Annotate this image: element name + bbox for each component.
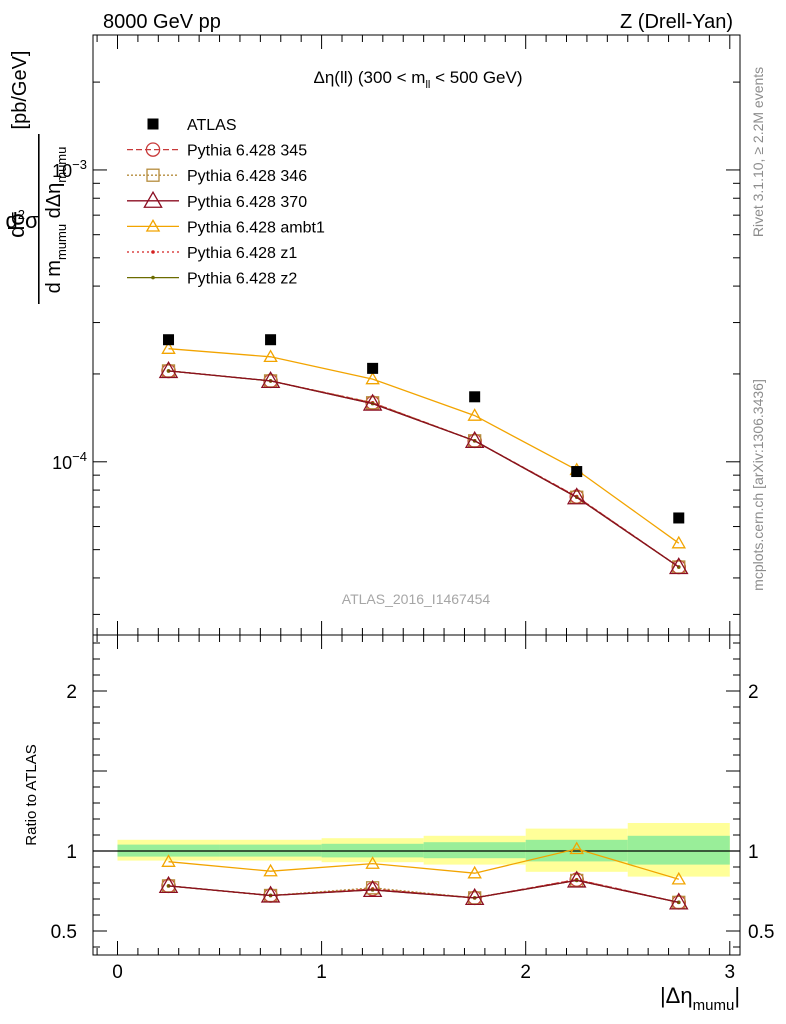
main-panel: 10−4 10−3 Δη(ll) (300 < mll < 500 GeV) AT… bbox=[4, 34, 774, 1014]
legend-label: Pythia 6.428 345 bbox=[187, 143, 307, 160]
series-3-ratio-line bbox=[168, 848, 679, 880]
ratio-y-tick-label-right: 0.5 bbox=[748, 922, 774, 943]
main-plot-title-text: Δη(ll) (300 < m bbox=[313, 68, 425, 87]
series-5-line bbox=[168, 370, 680, 568]
ratio-y-tick-label-left: 0.5 bbox=[51, 922, 77, 943]
series-2-ratio-point bbox=[362, 879, 383, 898]
legend-marker bbox=[145, 142, 161, 157]
x-tick-label: 2 bbox=[520, 962, 531, 983]
series-1-line bbox=[168, 370, 680, 568]
series-2-point bbox=[260, 370, 281, 389]
x-tick-label: 0 bbox=[112, 962, 123, 983]
legend-marker bbox=[147, 118, 159, 130]
series-2-point bbox=[464, 430, 485, 448]
rivet-version-label: Rivet 3.1.10, ≥ 2.2M events bbox=[750, 67, 766, 237]
header-channel-label: Z (Drell-Yan) bbox=[620, 11, 733, 33]
main-y-axis-label: d2σ d mmumu dΔηmumu dσ [pb/GeV] bbox=[4, 51, 69, 304]
series-1-ratio-line bbox=[168, 879, 679, 904]
legend-label: Pythia 6.428 370 bbox=[187, 194, 307, 211]
series-3-point bbox=[671, 535, 687, 549]
series-2-point bbox=[566, 487, 587, 505]
ratio-y-tick-label-left: 1 bbox=[66, 842, 77, 863]
legend-marker bbox=[151, 250, 155, 254]
legend: ATLAS Pythia 6.428 345 Pythia 6.428 346 Pyt… bbox=[127, 117, 325, 288]
series-2-ratio-point bbox=[260, 885, 281, 903]
main-axis-ticks: 10−4 10−3 bbox=[52, 35, 740, 635]
main-plot-marks bbox=[158, 334, 689, 575]
series-4-line bbox=[168, 370, 680, 568]
legend-label: Pythia 6.428 ambt1 bbox=[187, 219, 325, 236]
series-2-point bbox=[158, 360, 179, 379]
main-y-tick-label: 10−3 bbox=[52, 157, 87, 181]
x-tick-label: 1 bbox=[316, 962, 327, 983]
legend-marker bbox=[145, 218, 161, 232]
series-3-ratio-point bbox=[467, 865, 482, 879]
series-3-ratio-point bbox=[263, 863, 278, 877]
series-3-point bbox=[365, 371, 380, 385]
series-2-line bbox=[168, 370, 680, 568]
legend-marker bbox=[146, 168, 160, 182]
series-3-line bbox=[168, 348, 680, 544]
series-3-ratio-point bbox=[671, 871, 687, 885]
series-2-ratio-point bbox=[566, 870, 587, 888]
series-2-ratio-point bbox=[669, 892, 689, 910]
series-0-ratio-line bbox=[168, 878, 679, 904]
mcplots-reference-label: mcplots.cern.ch [arXiv:1306.3436] bbox=[750, 379, 766, 591]
main-y-tick-label: 10−4 bbox=[52, 449, 87, 473]
svg-text:d2σ: d2σ bbox=[5, 207, 38, 233]
legend-marker bbox=[143, 190, 163, 208]
atlas-data-point bbox=[163, 334, 175, 346]
series-5-ratio-line bbox=[168, 879, 679, 904]
ratio-y-tick-label-right: 1 bbox=[748, 842, 759, 863]
x-axis-label: |Δηmumu| bbox=[660, 983, 740, 1014]
header-process-label: 8000 GeV pp bbox=[103, 11, 221, 33]
legend-marker bbox=[151, 275, 155, 280]
legend-label: ATLAS bbox=[187, 117, 237, 134]
series-3-point bbox=[263, 349, 278, 363]
ratio-band-inner bbox=[423, 842, 526, 859]
atlas-data-point bbox=[265, 334, 277, 346]
watermark-label: ATLAS_2016_I1467454 bbox=[342, 591, 491, 607]
series-2-point bbox=[362, 393, 383, 411]
legend-label: Pythia 6.428 346 bbox=[187, 168, 307, 185]
ratio-uncertainty-bands bbox=[93, 823, 740, 877]
series-0-line bbox=[168, 370, 680, 568]
legend-label: Pythia 6.428 z2 bbox=[187, 271, 297, 288]
legend-label: Pythia 6.428 z1 bbox=[187, 245, 297, 262]
ratio-panel-frame bbox=[92, 634, 741, 956]
series-2-point bbox=[669, 557, 689, 575]
ratio-band-inner bbox=[627, 835, 730, 865]
series-3-ratio-point bbox=[569, 841, 584, 855]
series-2-ratio-line bbox=[168, 879, 679, 904]
series-3-point bbox=[467, 408, 482, 421]
x-tick-label: 3 bbox=[725, 962, 736, 983]
series-2-ratio-point bbox=[158, 875, 179, 894]
ratio-y-tick-label-left: 2 bbox=[66, 682, 77, 703]
series-3-ratio-point bbox=[161, 854, 176, 867]
series-3-ratio-point bbox=[365, 856, 380, 869]
svg-text:d mmumu dΔηmumu: d mmumu dΔηmumu bbox=[43, 147, 69, 294]
ratio-axis-ticks: 0.5 0.5 1 1 2 2 0 1 2 3 bbox=[51, 635, 774, 983]
ratio-y-axis-label: Ratio to ATLAS bbox=[23, 744, 40, 845]
series-3-point bbox=[161, 341, 176, 354]
ratio-y-tick-label-right: 2 bbox=[748, 682, 759, 703]
atlas-data-point bbox=[367, 362, 379, 374]
atlas-data-point bbox=[571, 466, 583, 478]
atlas-data-point bbox=[673, 512, 685, 524]
svg-text:dσ: dσ bbox=[4, 212, 29, 238]
series-4-ratio-line bbox=[168, 878, 679, 904]
ratio-panel: 0.5 0.5 1 1 2 2 0 1 2 3 Ratio to ATLAS bbox=[23, 634, 774, 983]
atlas-data-point bbox=[469, 391, 481, 403]
svg-text:[pb/GeV]: [pb/GeV] bbox=[9, 51, 31, 130]
main-plot-title: Δη(ll) (300 < mll < 500 GeV) bbox=[313, 68, 522, 91]
series-2-ratio-point bbox=[464, 887, 485, 906]
ratio-plot-marks bbox=[158, 841, 689, 910]
